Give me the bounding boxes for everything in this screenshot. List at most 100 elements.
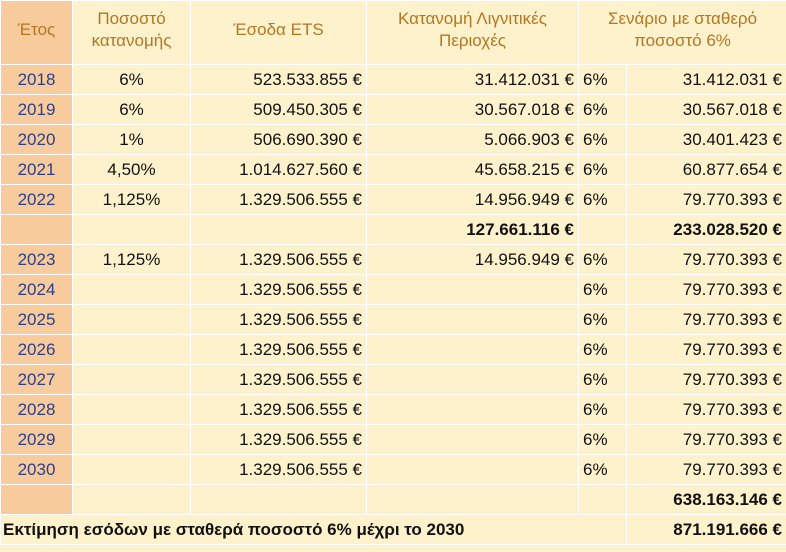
lignite-allocation-cell[interactable]: 45.658.215 € (366, 154, 579, 185)
scenario-pct-cell[interactable]: 6% (578, 124, 627, 155)
allocation-pct-cell[interactable] (72, 484, 191, 515)
ets-revenue-cell[interactable]: 1.014.627.560 € (190, 154, 367, 185)
ets-revenue-cell[interactable]: 1.329.506.555 € (190, 334, 367, 365)
lignite-allocation-cell[interactable] (366, 454, 579, 485)
lignite-allocation-cell[interactable]: 5.066.903 € (366, 124, 579, 155)
ets-revenue-cell[interactable]: 509.450.305 € (190, 94, 367, 125)
lignite-allocation-cell[interactable] (366, 424, 579, 455)
grand-total[interactable]: 871.191.666 € (625, 514, 786, 545)
year-cell[interactable]: 2019 (0, 94, 73, 125)
header-year[interactable]: Έτος (0, 0, 73, 65)
year-cell[interactable]: 2018 (0, 64, 73, 95)
ets-revenue-cell[interactable]: 523.533.855 € (190, 64, 367, 95)
ets-revenue-cell[interactable]: 1.329.506.555 € (190, 394, 367, 425)
estimate-label[interactable]: Εκτίμηση εσόδων με σταθερά ποσοστό 6% μέ… (0, 514, 627, 545)
allocation-pct-cell[interactable] (72, 334, 191, 365)
subtotal-row: 127.661.116 € 233.028.520 € (0, 214, 786, 245)
allocation-pct-cell[interactable]: 1% (72, 124, 191, 155)
header-ets-revenue[interactable]: Έσοδα ETS (190, 0, 367, 65)
allocation-pct-cell[interactable] (72, 394, 191, 425)
year-cell[interactable]: 2021 (0, 154, 73, 185)
allocation-pct-cell[interactable]: 1,125% (72, 244, 191, 275)
scenario-pct-cell[interactable]: 6% (578, 64, 627, 95)
year-cell[interactable]: 2020 (0, 124, 73, 155)
scenario-pct-cell[interactable]: 6% (578, 94, 627, 125)
scenario-value-cell[interactable]: 79.770.393 € (625, 274, 786, 305)
ets-revenue-cell[interactable]: 1.329.506.555 € (190, 184, 367, 215)
ets-revenue-cell[interactable]: 506.690.390 € (190, 124, 367, 155)
lignite-allocation-cell[interactable]: 31.412.031 € (366, 64, 579, 95)
ets-revenue-cell[interactable]: 1.329.506.555 € (190, 244, 367, 275)
lignite-allocation-cell[interactable] (366, 274, 579, 305)
scenario-pct-cell[interactable]: 6% (578, 184, 627, 215)
scenario-pct-cell[interactable]: 6% (578, 364, 627, 395)
year-cell[interactable]: 2027 (0, 364, 73, 395)
allocation-pct-cell[interactable] (72, 424, 191, 455)
scenario-pct-cell[interactable]: 6% (578, 154, 627, 185)
allocation-pct-cell[interactable] (72, 454, 191, 485)
scenario-pct-cell[interactable]: 6% (578, 244, 627, 275)
lignite-allocation-cell[interactable] (366, 304, 579, 335)
scenario-value-cell[interactable]: 79.770.393 € (625, 184, 786, 215)
scenario-value-cell[interactable]: 79.770.393 € (625, 364, 786, 395)
ets-revenue-cell[interactable]: 1.329.506.555 € (190, 364, 367, 395)
allocation-pct-cell[interactable] (72, 364, 191, 395)
scenario-pct-cell[interactable]: 6% (578, 274, 627, 305)
lignite-allocation-cell[interactable] (366, 364, 579, 395)
lignite-allocation-cell[interactable]: 127.661.116 € (366, 214, 579, 245)
header-lignite-allocation[interactable]: Κατανομή Λιγνιτικές Περιοχές (366, 0, 579, 65)
scenario-value-cell[interactable]: 79.770.393 € (625, 334, 786, 365)
scenario-pct-cell[interactable]: 6% (578, 304, 627, 335)
year-cell[interactable] (0, 214, 73, 245)
scenario-pct-cell[interactable]: 6% (578, 424, 627, 455)
year-cell[interactable]: 2024 (0, 274, 73, 305)
lignite-allocation-cell[interactable]: 14.956.949 € (366, 244, 579, 275)
ets-revenue-cell[interactable]: 1.329.506.555 € (190, 454, 367, 485)
scenario-value-cell[interactable]: 233.028.520 € (625, 214, 786, 245)
scenario-value-cell[interactable]: 79.770.393 € (625, 454, 786, 485)
allocation-pct-cell[interactable] (72, 274, 191, 305)
year-cell[interactable]: 2026 (0, 334, 73, 365)
year-cell[interactable] (0, 484, 73, 515)
scenario-value-cell[interactable]: 31.412.031 € (625, 64, 786, 95)
year-cell[interactable]: 2028 (0, 394, 73, 425)
header-allocation-pct[interactable]: Ποσοστό κατανομής (72, 0, 191, 65)
allocation-pct-cell[interactable]: 1,125% (72, 184, 191, 215)
ets-revenue-cell[interactable] (190, 214, 367, 245)
scenario-pct-cell[interactable]: 6% (578, 394, 627, 425)
scenario-pct-cell[interactable]: 6% (578, 334, 627, 365)
allocation-pct-cell[interactable]: 6% (72, 64, 191, 95)
year-cell[interactable]: 2025 (0, 304, 73, 335)
ets-revenue-cell[interactable]: 1.329.506.555 € (190, 424, 367, 455)
scenario-value-cell[interactable]: 79.770.393 € (625, 424, 786, 455)
lignite-allocation-cell[interactable] (366, 484, 579, 515)
year-cell[interactable]: 2022 (0, 184, 73, 215)
scenario-value-cell[interactable]: 79.770.393 € (625, 394, 786, 425)
ets-revenue-cell[interactable]: 1.329.506.555 € (190, 304, 367, 335)
ets-revenue-cell[interactable] (190, 484, 367, 515)
scenario-value-cell[interactable]: 30.401.423 € (625, 124, 786, 155)
header-scenario[interactable]: Σενάριο με σταθερό ποσοστό 6% (577, 0, 786, 65)
scenario-value-cell[interactable]: 79.770.393 € (625, 244, 786, 275)
lignite-allocation-cell[interactable] (366, 334, 579, 365)
year-cell[interactable]: 2029 (0, 424, 73, 455)
lignite-allocation-cell[interactable] (366, 394, 579, 425)
scenario-pct-cell[interactable] (578, 484, 627, 515)
scenario-value-cell[interactable]: 638.163.146 € (625, 484, 786, 515)
table-row: 2026 1.329.506.555 € 6% 79.770.393 € (0, 334, 786, 365)
scenario-value-cell[interactable]: 79.770.393 € (625, 304, 786, 335)
year-cell[interactable]: 2030 (0, 454, 73, 485)
table-row: 2028 1.329.506.555 € 6% 79.770.393 € (0, 394, 786, 425)
scenario-value-cell[interactable]: 60.877.654 € (625, 154, 786, 185)
ets-revenue-cell[interactable]: 1.329.506.555 € (190, 274, 367, 305)
scenario-value-cell[interactable]: 30.567.018 € (625, 94, 786, 125)
lignite-allocation-cell[interactable]: 30.567.018 € (366, 94, 579, 125)
scenario-pct-cell[interactable] (578, 214, 627, 245)
year-cell[interactable]: 2023 (0, 244, 73, 275)
allocation-pct-cell[interactable]: 4,50% (72, 154, 191, 185)
scenario-pct-cell[interactable]: 6% (578, 454, 627, 485)
allocation-pct-cell[interactable] (72, 304, 191, 335)
lignite-allocation-cell[interactable]: 14.956.949 € (366, 184, 579, 215)
allocation-pct-cell[interactable] (72, 214, 191, 245)
allocation-pct-cell[interactable]: 6% (72, 94, 191, 125)
